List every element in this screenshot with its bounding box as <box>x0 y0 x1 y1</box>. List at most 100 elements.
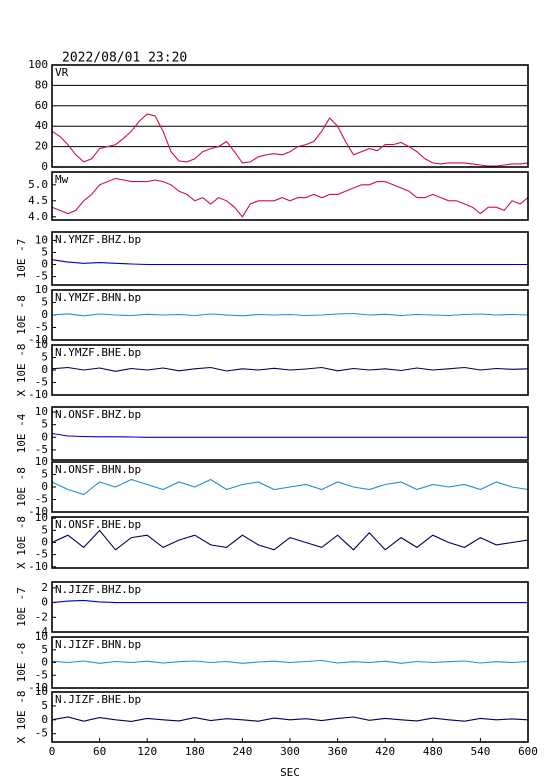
y-tick-label: 10 <box>35 685 48 698</box>
x-tick-label: 420 <box>375 745 395 758</box>
y-axis-label: 10E -7 <box>15 587 28 627</box>
y-tick-label: 0 <box>41 308 48 321</box>
trace <box>51 366 529 372</box>
panel-title: N.JIZF.BHE.bp <box>55 693 141 706</box>
panel-frame <box>51 231 529 286</box>
y-tick-label: 4.5 <box>28 194 48 207</box>
y-tick-label: 5 <box>41 523 48 536</box>
trace <box>51 716 529 722</box>
y-axis-label: 10E -8 <box>15 295 28 335</box>
y-tick-label: 5.0 <box>28 178 48 191</box>
y-tick-label: -5 <box>35 548 48 561</box>
trace <box>51 659 529 664</box>
y-tick-label: -10 <box>28 560 48 573</box>
trace <box>51 529 529 551</box>
y-tick-label: -5 <box>35 668 48 681</box>
y-tick-label: -5 <box>35 727 48 740</box>
y-axis-label: 10E -7 <box>15 239 28 279</box>
y-tick-label: 2 <box>41 581 48 594</box>
x-tick-label: 120 <box>137 745 157 758</box>
y-tick-label: 0 <box>41 713 48 726</box>
y-tick-label: 0 <box>41 536 48 549</box>
trace <box>51 432 528 438</box>
x-tick-label: 600 <box>518 745 538 758</box>
y-tick-label: 4.0 <box>28 210 48 223</box>
y-tick-label: 0 <box>41 430 48 443</box>
y-tick-label: -5 <box>35 493 48 506</box>
x-tick-label: 240 <box>232 745 252 758</box>
y-tick-label: 20 <box>35 140 48 153</box>
trace <box>51 599 528 604</box>
panel-frame <box>51 516 529 569</box>
trace <box>51 113 529 167</box>
trace <box>51 177 529 218</box>
figure-title: 2022/08/01 23:20 <box>62 51 187 66</box>
y-tick-label: -10 <box>28 505 48 518</box>
y-axis-label: X 10E -8 <box>15 344 28 397</box>
panel-title: Mw <box>55 173 69 186</box>
x-tick-label: 480 <box>423 745 443 758</box>
y-tick-label: 80 <box>35 78 48 91</box>
y-axis-label: 10E -8 <box>15 643 28 683</box>
y-tick-label: -4 <box>35 625 49 638</box>
panel-title: N.ONSF.BHN.bp <box>55 463 141 476</box>
panel-title: N.YMZF.BHZ.bp <box>55 233 141 246</box>
y-tick-label: 10 <box>35 405 48 418</box>
y-tick-label: 10 <box>35 338 48 351</box>
panel-frame <box>51 64 529 168</box>
y-tick-label: -10 <box>28 333 48 346</box>
y-tick-label: 0 <box>41 160 48 173</box>
trace <box>51 312 529 317</box>
y-tick-label: 0 <box>41 480 48 493</box>
y-tick-label: -10 <box>28 388 48 401</box>
y-tick-label: 0 <box>41 363 48 376</box>
panel-title: N.ONSF.BHZ.bp <box>55 408 141 421</box>
x-tick-label: 360 <box>328 745 348 758</box>
panel-frame <box>51 406 529 461</box>
y-tick-label: 10 <box>35 283 48 296</box>
panel-title: N.YMZF.BHN.bp <box>55 291 141 304</box>
y-tick-label: -5 <box>35 321 48 334</box>
y-tick-label: -5 <box>35 376 48 389</box>
y-axis-label: X 10E -8 <box>15 691 28 744</box>
y-tick-label: 5 <box>41 643 48 656</box>
y-tick-label: 5 <box>41 245 48 258</box>
y-tick-label: 0 <box>41 596 48 609</box>
panel-title: N.YMZF.BHE.bp <box>55 346 141 359</box>
x-tick-label: 300 <box>280 745 300 758</box>
y-tick-label: 40 <box>35 119 48 132</box>
x-tick-label: 180 <box>185 745 205 758</box>
panel-title: N.JIZF.BHZ.bp <box>55 583 141 596</box>
x-tick-label: 540 <box>470 745 490 758</box>
y-tick-label: 100 <box>28 58 48 71</box>
y-tick-label: -5 <box>35 443 48 456</box>
y-tick-label: 0 <box>41 258 48 271</box>
y-tick-label: -10 <box>28 681 48 694</box>
y-tick-label: 10 <box>35 630 48 643</box>
trace <box>51 478 529 496</box>
panel-title: N.ONSF.BHE.bp <box>55 518 141 531</box>
y-axis-label: 10E -8 <box>15 467 28 507</box>
trace <box>51 259 528 266</box>
y-axis-label: 10E -4 <box>15 413 28 453</box>
y-axis-label: X 10E -8 <box>15 516 28 569</box>
panel-frame <box>51 461 529 513</box>
y-tick-label: 10 <box>35 511 48 524</box>
y-tick-label: -5 <box>35 270 48 283</box>
y-tick-label: 10 <box>35 233 48 246</box>
y-tick-label: 5 <box>41 351 48 364</box>
y-tick-label: 0 <box>41 656 48 669</box>
panel-frame <box>51 636 529 689</box>
y-tick-label: 10 <box>35 455 48 468</box>
panel-frame <box>51 344 529 396</box>
panel-title: VR <box>55 66 69 79</box>
y-tick-label: 60 <box>35 99 48 112</box>
y-tick-label: 5 <box>41 296 48 309</box>
y-tick-label: -2 <box>35 610 48 623</box>
x-tick-label: 0 <box>49 745 56 758</box>
x-axis-label: SEC <box>280 766 300 779</box>
panel-title: N.JIZF.BHN.bp <box>55 638 141 651</box>
panel-frame <box>51 171 529 221</box>
x-tick-label: 60 <box>93 745 106 758</box>
